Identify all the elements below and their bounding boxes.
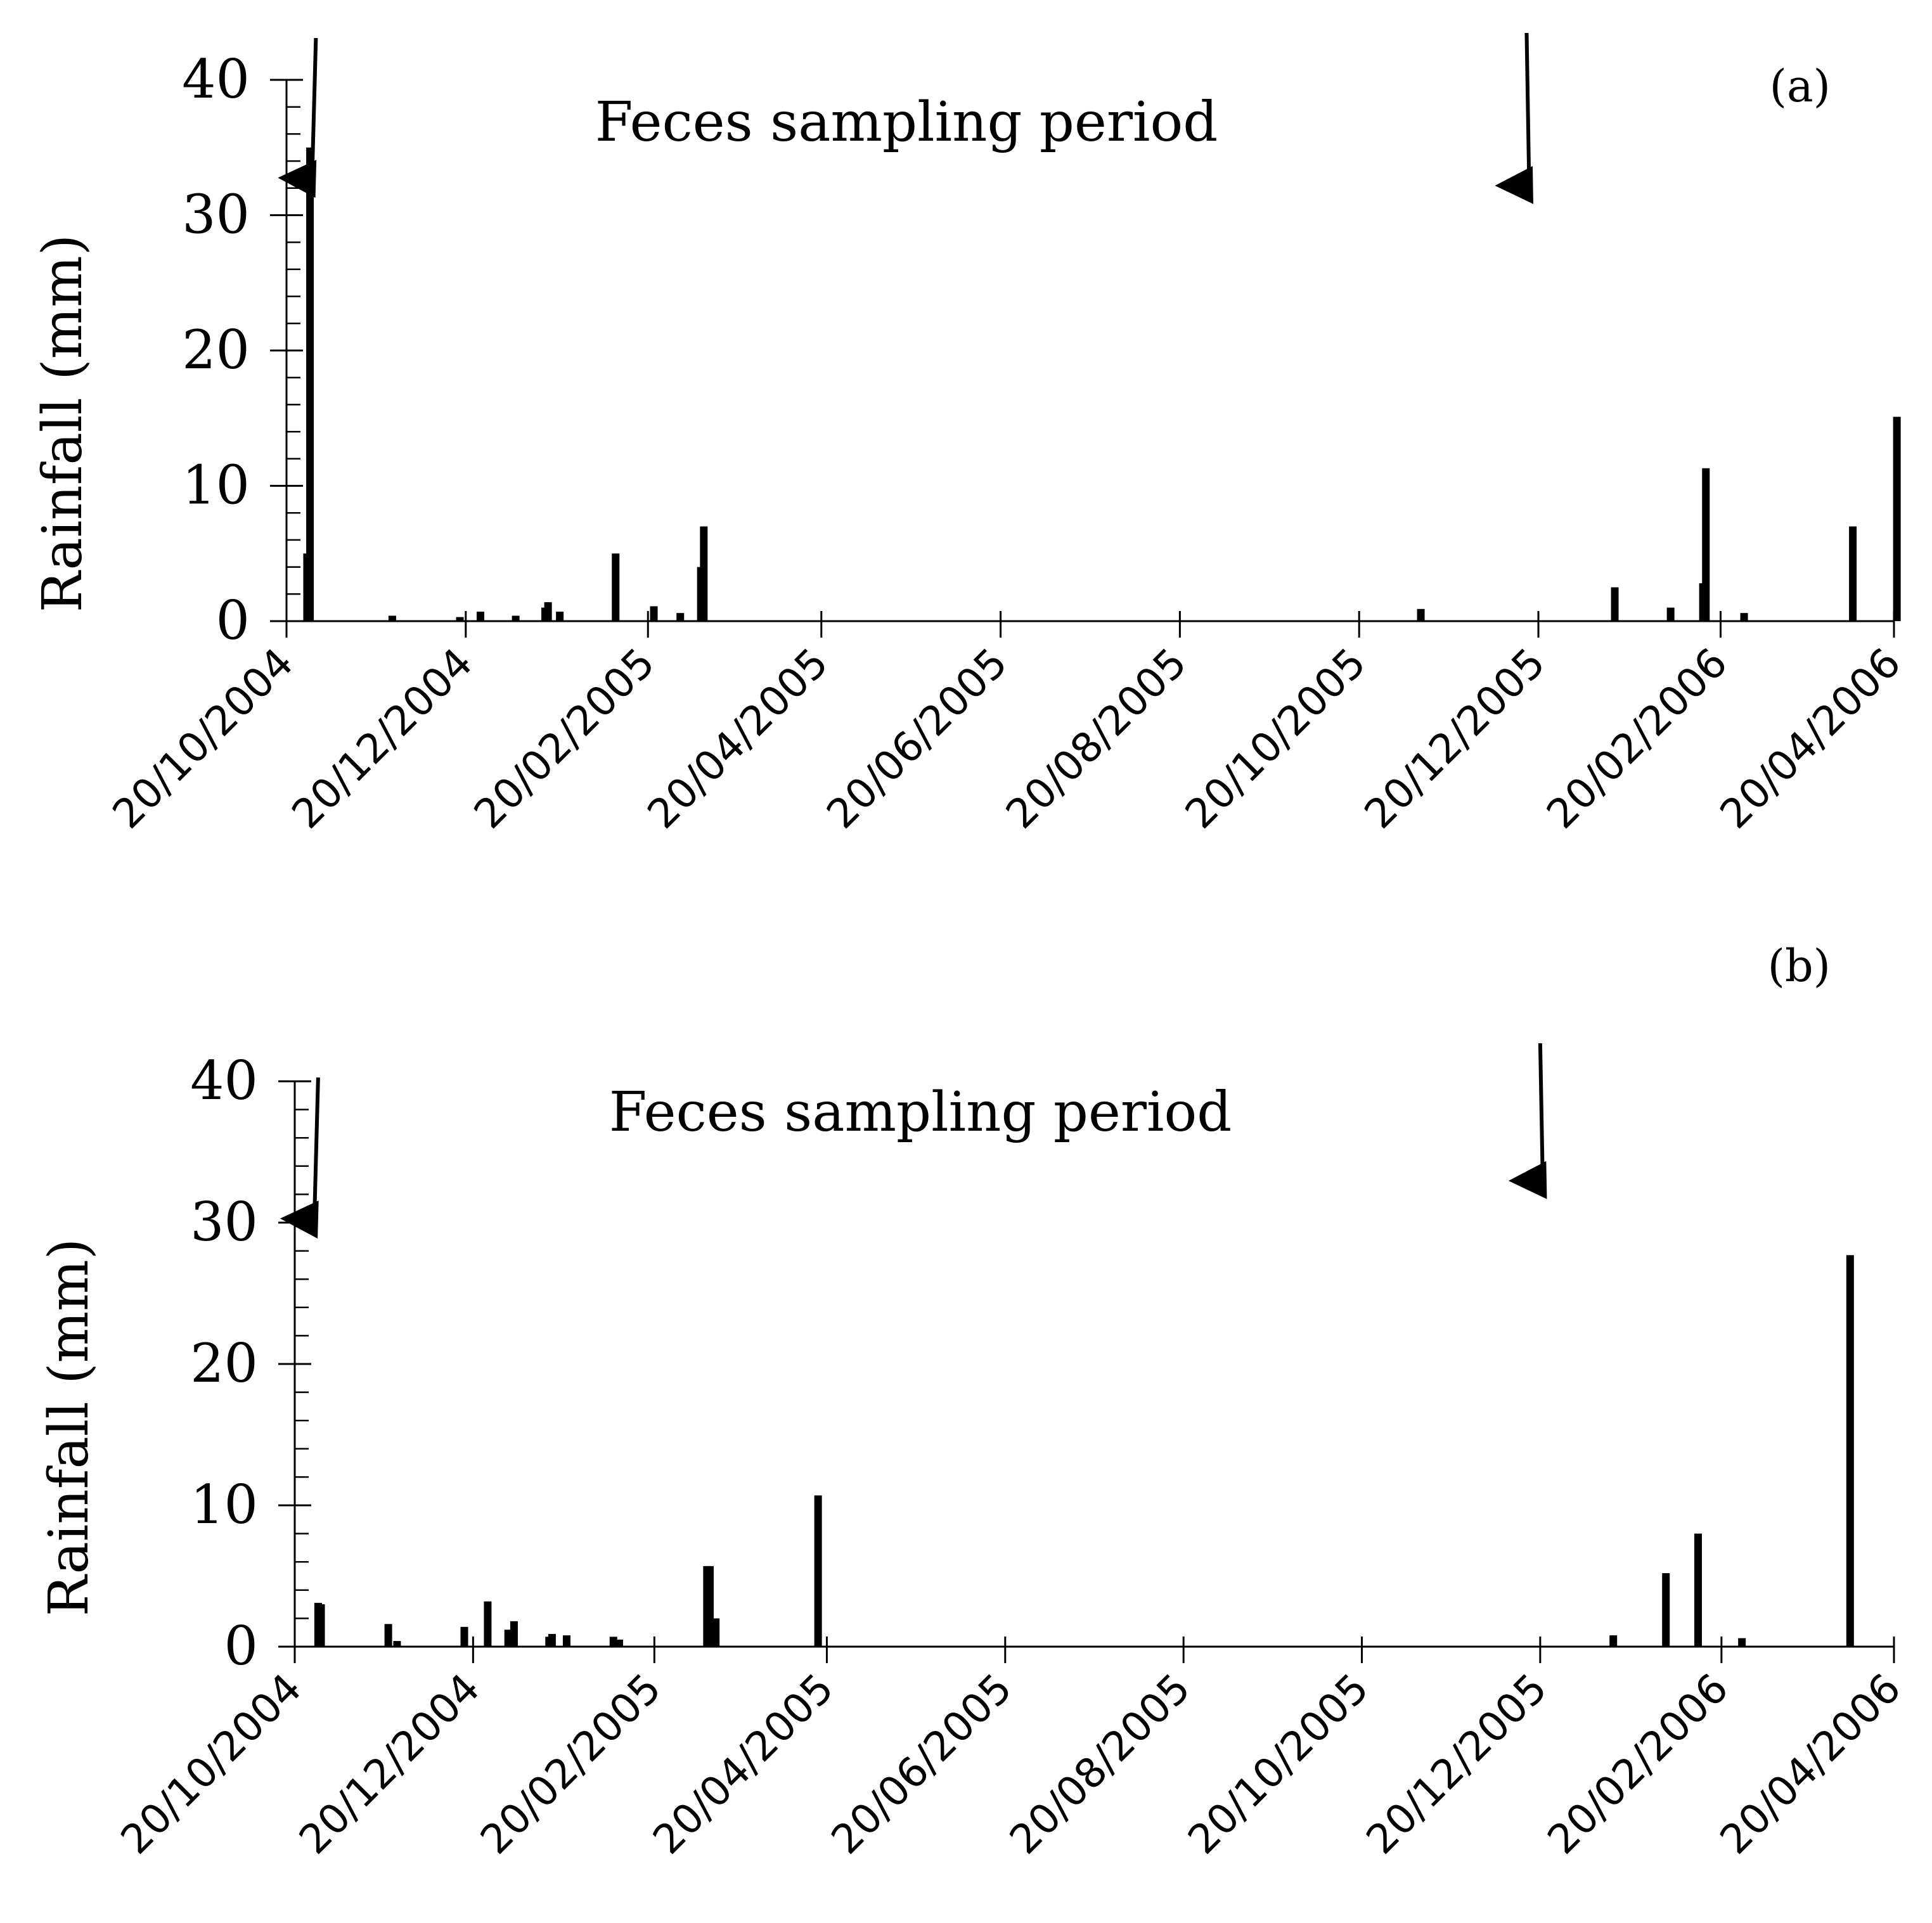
bar-series	[303, 147, 1901, 621]
y-tick-label: 20	[190, 1332, 258, 1394]
y-tick-label: 30	[190, 1191, 258, 1253]
panel-label: (b)	[1768, 940, 1831, 992]
sampling-period-annotation: Feces sampling period	[609, 1081, 1232, 1144]
rain-bar	[393, 1641, 401, 1647]
x-tick-label: 20/10/2004	[104, 640, 302, 838]
x-tick-label: 20/02/2006	[1538, 640, 1737, 838]
y-tick-label: 0	[224, 1615, 258, 1677]
sampling-start-arrow	[278, 37, 318, 198]
rain-bar	[484, 1601, 492, 1647]
rain-bar	[384, 1624, 392, 1647]
sampling-arrows	[278, 32, 1533, 204]
rain-bar	[456, 617, 464, 621]
y-tick-label: 10	[190, 1474, 258, 1536]
rain-bar	[548, 1633, 556, 1647]
x-tick-label: 20/02/2005	[465, 640, 664, 838]
x-tick-label: 20/04/2005	[645, 1665, 843, 1863]
x-tick-label: 20/12/2004	[291, 1665, 489, 1863]
panel-label: (a)	[1770, 60, 1831, 112]
y-tick-label: 30	[182, 184, 250, 246]
rain-bar	[814, 1495, 822, 1647]
x-tick-label: 20/02/2006	[1539, 1665, 1737, 1863]
rain-bar	[705, 1566, 714, 1647]
rain-bar	[510, 1621, 518, 1647]
sampling-end-arrow	[1495, 32, 1533, 204]
axes	[278, 1080, 1895, 1663]
sampling-arrows	[280, 1043, 1547, 1239]
x-tick-label: 20/06/2005	[818, 640, 1017, 838]
rain-bar	[1662, 1573, 1670, 1647]
y-axis-label: Rainfall (mm)	[37, 1238, 101, 1617]
x-tick-label: 20/12/2005	[1356, 640, 1554, 838]
rain-bar	[504, 1630, 512, 1647]
rain-bar	[1846, 1255, 1854, 1647]
y-tick-label: 40	[182, 48, 250, 110]
rain-bar	[1740, 613, 1748, 621]
y-tick-label: 40	[190, 1050, 258, 1112]
bar-series	[314, 1255, 1854, 1647]
x-tick-label: 20/08/2005	[1001, 1665, 1199, 1863]
x-tick-label: 20/12/2004	[283, 640, 482, 838]
y-tick-labels: 0 10 20 30 40	[190, 1050, 258, 1677]
x-tick-labels: 20/10/200420/12/200420/02/200520/04/2005…	[112, 1665, 1910, 1863]
chart-panel-a: (a) Feces sampling period Rainfall (mm) …	[31, 32, 1910, 838]
rain-bar	[1417, 608, 1425, 621]
rain-bar	[1611, 587, 1619, 621]
rain-bar	[609, 1637, 617, 1647]
rain-bar	[544, 602, 552, 621]
rain-bar	[1666, 607, 1675, 621]
chart-panel-b: (b) Feces sampling period Rainfall (mm) …	[37, 940, 1910, 1863]
x-tick-label: 20/04/2005	[639, 640, 837, 838]
axes	[270, 79, 1895, 638]
y-axis-label: Rainfall (mm)	[31, 235, 94, 613]
sampling-end-arrow	[1508, 1043, 1547, 1199]
x-tick-label: 20/10/2004	[112, 1665, 311, 1863]
rain-bar	[1849, 526, 1857, 621]
y-tick-label: 10	[182, 454, 250, 517]
rain-bar	[712, 1618, 720, 1647]
rain-bar	[1694, 1533, 1702, 1647]
rain-bar	[512, 615, 520, 621]
sampling-period-annotation: Feces sampling period	[595, 91, 1218, 154]
rain-bar	[306, 147, 314, 621]
rain-bar	[562, 1635, 570, 1647]
rain-bar	[388, 615, 396, 621]
x-tick-label: 20/04/2006	[1711, 640, 1910, 838]
rain-bar	[1893, 416, 1901, 621]
x-tick-label: 20/10/2005	[1176, 640, 1375, 838]
x-tick-label: 20/10/2005	[1180, 1665, 1378, 1863]
rain-bar	[676, 613, 685, 621]
rain-bar	[1738, 1638, 1746, 1647]
y-tick-labels: 0 10 20 30 40	[182, 48, 250, 652]
x-tick-labels: 20/10/200420/12/200420/02/200520/04/2005…	[104, 640, 1910, 838]
x-tick-label: 20/06/2005	[823, 1665, 1021, 1863]
rain-bar	[650, 606, 658, 621]
rain-bar	[612, 553, 620, 621]
x-tick-label: 20/02/2005	[472, 1665, 670, 1863]
rain-bar	[460, 1626, 468, 1647]
rain-bar	[317, 1604, 325, 1647]
x-tick-label: 20/08/2005	[998, 640, 1196, 838]
rain-bar	[1609, 1635, 1618, 1647]
sampling-start-arrow	[280, 1077, 320, 1239]
x-tick-label: 20/04/2006	[1711, 1665, 1910, 1863]
y-tick-label: 20	[182, 319, 250, 381]
rain-bar	[556, 612, 564, 621]
rain-bar	[700, 526, 708, 621]
rain-bar	[615, 1639, 623, 1647]
rain-bar	[476, 612, 484, 621]
y-tick-label: 0	[216, 589, 250, 652]
rain-bar	[1702, 468, 1710, 621]
x-tick-label: 20/12/2005	[1358, 1665, 1556, 1863]
